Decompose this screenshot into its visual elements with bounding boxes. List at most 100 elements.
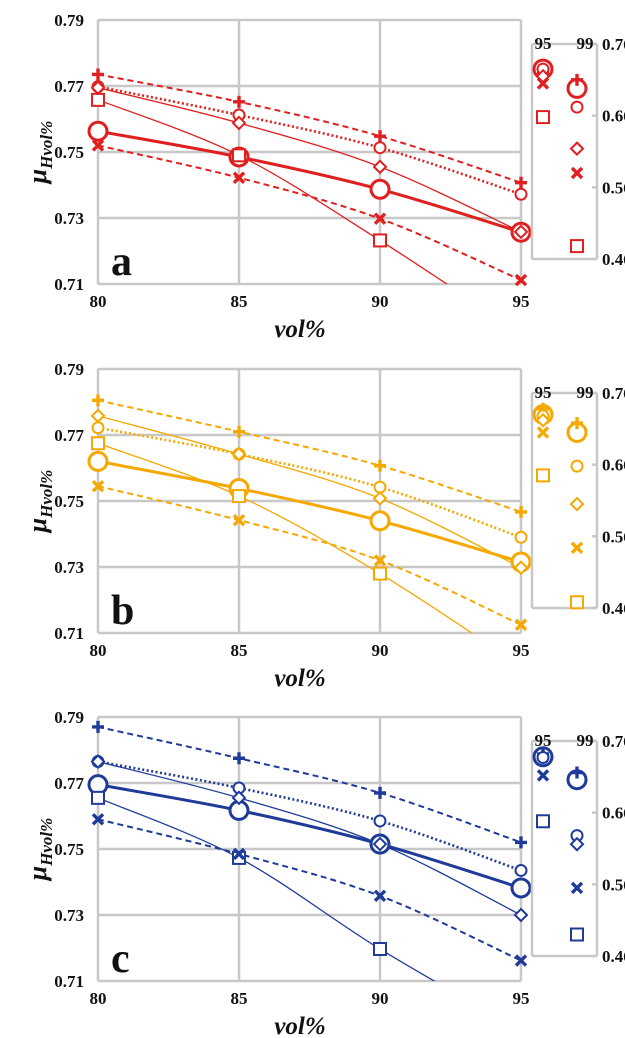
data-point-x [373,889,387,903]
data-point-plus [515,176,527,189]
series-line-x [98,485,522,626]
y-tick-label: 0.79 [54,708,84,727]
data-point-circle-large [369,510,391,532]
side-point-x [570,166,584,180]
y-tick-label: 0.77 [54,77,84,96]
side-point-square [570,927,584,942]
data-point-square [91,790,105,805]
side-y-tick-label: 0.76 [602,732,625,751]
series-line-x [98,144,522,281]
data-point-x [232,513,246,527]
grid [96,18,523,286]
side-point-x [570,881,584,895]
series-line-square [98,797,436,981]
side-y-tick-label: 0.66 [602,804,625,823]
series-line-circle [98,760,522,872]
data-point-diamond [372,836,388,852]
data-point-circle [91,421,105,435]
y-tick-label: 0.79 [54,11,84,30]
data-point-plus [92,394,104,407]
x-tick-label: 95 [513,292,530,311]
series-markers [87,720,532,967]
y-axis-label-main: μ [23,169,52,185]
data-point-circle [514,863,528,877]
y-axis-label-sub: Hvol% [37,470,56,519]
series-line-circle-large [98,783,522,890]
data-point-x [91,139,105,152]
data-point-circle [373,814,387,828]
side-y-tick-label: 0.76 [602,384,625,403]
data-point-diamond [90,754,106,769]
x-tick-label: 90 [372,292,389,311]
side-y-tick-label: 0.66 [602,456,625,475]
x-axis-label: vol% [274,665,325,692]
x-axis-label: vol% [274,1013,325,1038]
series-line-diamond [98,760,522,916]
panel-label: b [111,588,134,634]
side-axis: 0.76 0.66 0.56 0.46 95 99 [530,383,625,618]
side-point-x [536,769,550,782]
data-point-diamond [513,907,529,923]
panel-b: 0.71 0.73 0.75 0.77 0.79 80 85 90 95 vol% μHvol% b 0… [23,360,625,692]
data-point-plus [92,720,104,733]
side-point-square [536,110,550,125]
y-axis-label-main: μ [23,518,52,534]
side-y-tick-label: 0.46 [602,947,625,966]
side-point-diamond [569,141,585,157]
data-point-diamond [372,490,388,506]
data-point-diamond [231,790,247,806]
x-tick-label: 80 [90,641,107,660]
data-point-square [373,941,387,956]
series-lines [98,73,522,284]
series-line-circle [98,85,522,196]
data-point-x [514,954,528,967]
series-line-x [98,818,522,962]
series-line-circle [98,426,522,539]
data-point-diamond [90,408,106,424]
data-point-square [91,92,105,107]
side-category-label: 95 [535,731,552,750]
y-axis-label: μHvol% [23,470,56,535]
side-point-plus [571,417,583,430]
side-y-tick-label: 0.56 [602,527,625,546]
data-point-plus [233,95,245,108]
side-point-x [570,541,584,555]
series-line-diamond [98,415,522,569]
series-markers [87,68,532,287]
data-point-x [91,479,105,493]
x-axis-label: vol% [274,316,325,343]
x-tick-label: 95 [513,989,530,1008]
series-line-plus [98,725,522,844]
side-point-square [536,814,550,829]
data-point-circle-large [369,178,391,200]
y-tick-label: 0.79 [54,360,84,379]
y-tick-label: 0.73 [54,906,84,925]
data-point-plus [374,130,386,143]
side-point-square [536,468,550,483]
y-axis-label-sub: Hvol% [37,818,56,867]
x-tick-label: 80 [90,292,107,311]
grid [96,715,523,983]
x-tick-label: 85 [231,641,248,660]
data-point-circle-large [510,877,532,899]
data-point-square [91,436,105,451]
side-y-tick-label: 0.56 [602,875,625,894]
series-lines [98,725,522,981]
side-category-label: 95 [535,383,552,402]
y-tick-label: 0.73 [54,209,84,228]
series-line-square [98,442,473,633]
series-line-circle-large [98,129,522,234]
data-point-x [514,618,528,631]
data-point-x [232,171,246,184]
y-axis-label-main: μ [23,866,52,882]
series-line-circle-large [98,459,522,564]
series-markers [87,394,532,631]
side-point-diamond [569,836,585,852]
data-point-plus [374,459,386,472]
data-point-circle-large [87,450,109,472]
y-tick-label: 0.77 [54,774,84,793]
side-point-plus [571,766,583,779]
side-point-square [570,239,584,254]
side-category-label: 99 [577,34,594,53]
